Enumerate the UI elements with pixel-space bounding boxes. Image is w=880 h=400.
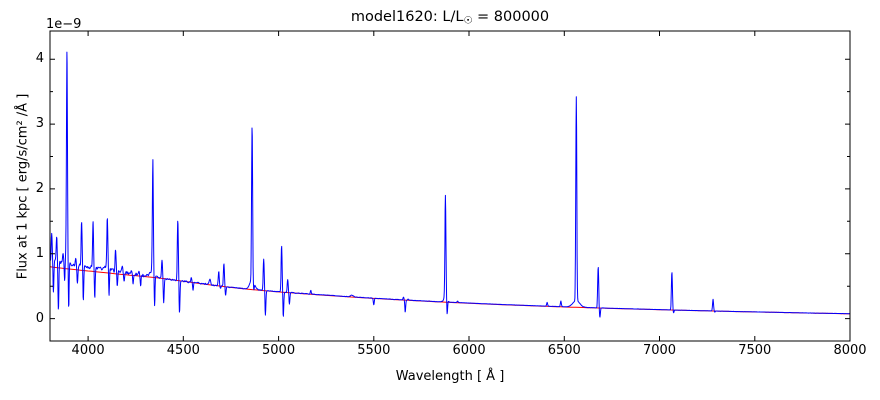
continuum-line: [49, 266, 851, 315]
x-tick-labels: 4000 4500 5000 5500 6000 6500 7000 7500 8000: [0, 343, 880, 359]
y-tick-label: 1: [35, 245, 44, 261]
y-tick-label: 4: [35, 51, 44, 67]
y-tick-label: 3: [35, 116, 44, 132]
x-tick-label: 8000: [833, 343, 867, 358]
x-axis-label: Wavelength [ Å ]: [395, 369, 505, 384]
title-suffix: = 800000: [472, 9, 550, 25]
y-axis-label: Flux at 1 kpc [ erg/s/cm² /Å ]: [15, 93, 31, 280]
sun-symbol: ☉: [463, 15, 473, 27]
x-tick-label: 6000: [452, 343, 486, 358]
title-text: model1620: L/L: [350, 9, 464, 25]
y-axis-offset-label: 1e−9: [46, 17, 82, 32]
x-tick-label: 7000: [642, 343, 677, 358]
x-tick-label: 5000: [262, 343, 296, 358]
chart-title: model1620: L/L☉ = 800000: [50, 9, 850, 27]
x-tick-label: 4000: [71, 343, 105, 358]
y-tick-labels: 0 1 2 3 4: [0, 0, 44, 400]
spectrum-line: [49, 51, 851, 318]
plot-frame: [49, 30, 851, 342]
y-tick-label: 0: [35, 310, 44, 326]
x-tick-label: 7500: [738, 343, 772, 358]
x-tick-label: 4500: [166, 343, 200, 358]
x-tick-label: 6500: [547, 343, 581, 358]
axis-ticks: [50, 31, 851, 341]
x-tick-label: 5500: [357, 343, 391, 358]
y-tick-label: 2: [35, 180, 44, 196]
